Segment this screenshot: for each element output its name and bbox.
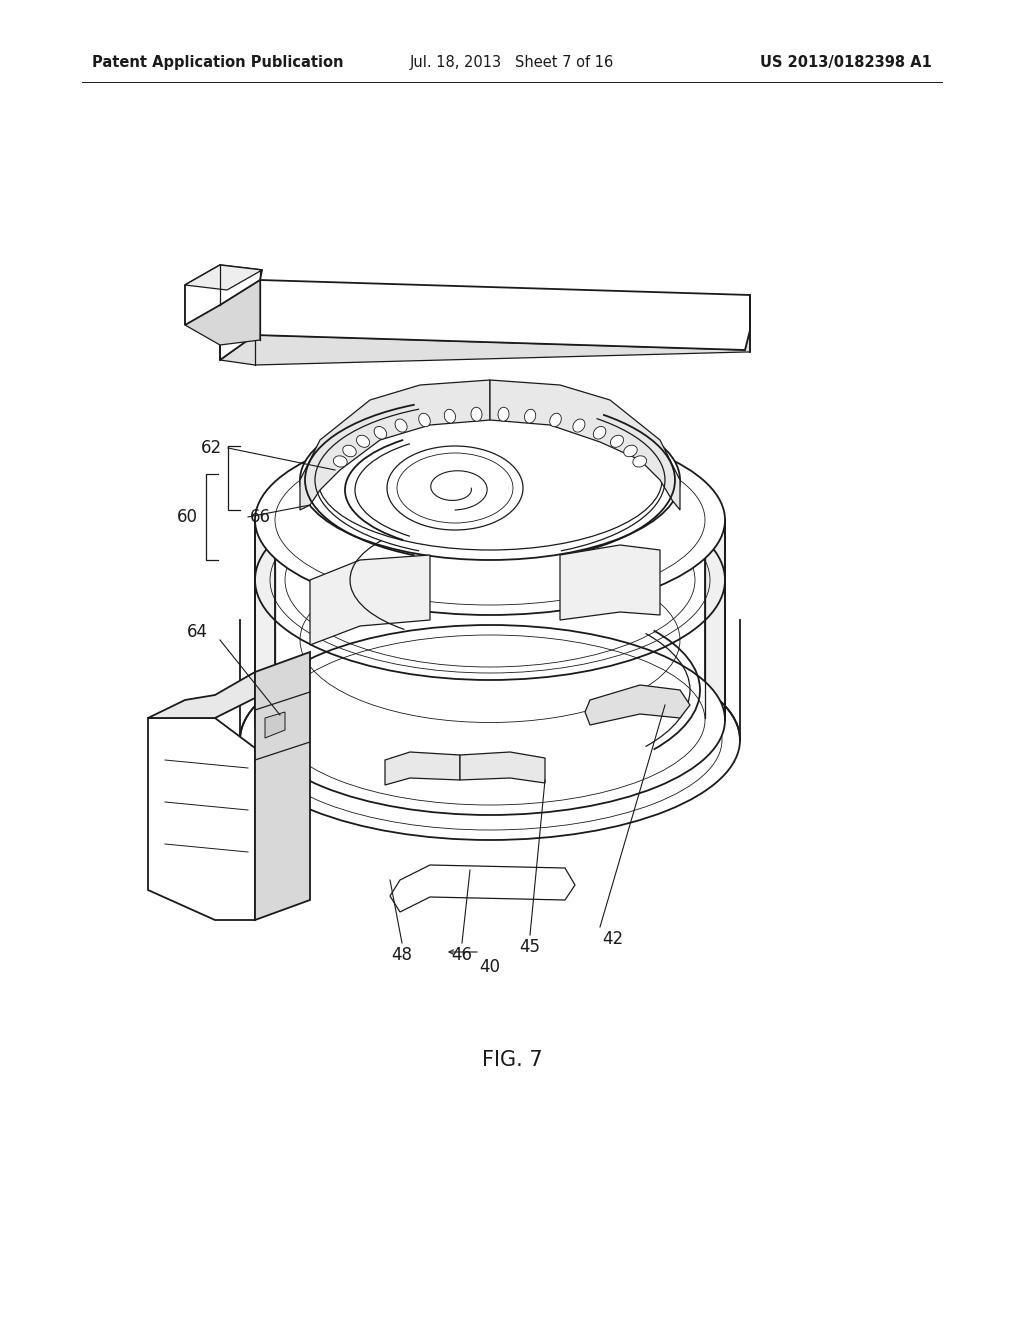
Ellipse shape (300, 400, 680, 560)
Text: Jul. 18, 2013   Sheet 7 of 16: Jul. 18, 2013 Sheet 7 of 16 (410, 54, 614, 70)
Polygon shape (705, 520, 725, 719)
Polygon shape (300, 380, 490, 510)
Text: Patent Application Publication: Patent Application Publication (92, 54, 343, 70)
Ellipse shape (318, 411, 662, 550)
Ellipse shape (334, 455, 347, 467)
Ellipse shape (240, 640, 740, 840)
Ellipse shape (633, 455, 646, 467)
Text: 48: 48 (391, 946, 413, 964)
Ellipse shape (444, 409, 456, 424)
Text: US 2013/0182398 A1: US 2013/0182398 A1 (760, 54, 932, 70)
Text: 62: 62 (201, 440, 222, 457)
Text: 46: 46 (452, 946, 472, 964)
Text: FIG. 7: FIG. 7 (481, 1049, 543, 1071)
Ellipse shape (395, 418, 408, 432)
Polygon shape (460, 752, 545, 783)
Polygon shape (220, 280, 750, 360)
Text: 64: 64 (187, 623, 208, 642)
Ellipse shape (624, 445, 637, 457)
Polygon shape (220, 330, 750, 366)
Ellipse shape (471, 408, 482, 421)
Ellipse shape (498, 408, 509, 421)
Ellipse shape (419, 413, 430, 426)
Ellipse shape (524, 409, 536, 424)
Text: 45: 45 (519, 939, 541, 956)
Ellipse shape (255, 425, 725, 615)
Polygon shape (185, 280, 260, 345)
Polygon shape (185, 265, 262, 325)
Polygon shape (185, 265, 262, 290)
Polygon shape (255, 520, 275, 719)
Polygon shape (385, 752, 460, 785)
Text: 42: 42 (602, 931, 624, 948)
Polygon shape (390, 865, 575, 912)
Ellipse shape (610, 436, 624, 447)
Polygon shape (148, 672, 255, 718)
Polygon shape (585, 685, 690, 725)
Ellipse shape (593, 426, 606, 440)
Polygon shape (560, 545, 660, 620)
Polygon shape (490, 380, 680, 510)
Ellipse shape (572, 418, 585, 432)
Polygon shape (310, 554, 430, 645)
Ellipse shape (356, 436, 370, 447)
Ellipse shape (343, 445, 356, 457)
Ellipse shape (374, 426, 387, 440)
Polygon shape (148, 718, 255, 920)
Ellipse shape (255, 624, 725, 814)
Polygon shape (255, 652, 310, 920)
Polygon shape (265, 711, 285, 738)
Text: 40: 40 (479, 958, 501, 975)
Text: 66: 66 (250, 508, 271, 525)
Ellipse shape (550, 413, 561, 426)
Text: 60: 60 (177, 508, 198, 525)
